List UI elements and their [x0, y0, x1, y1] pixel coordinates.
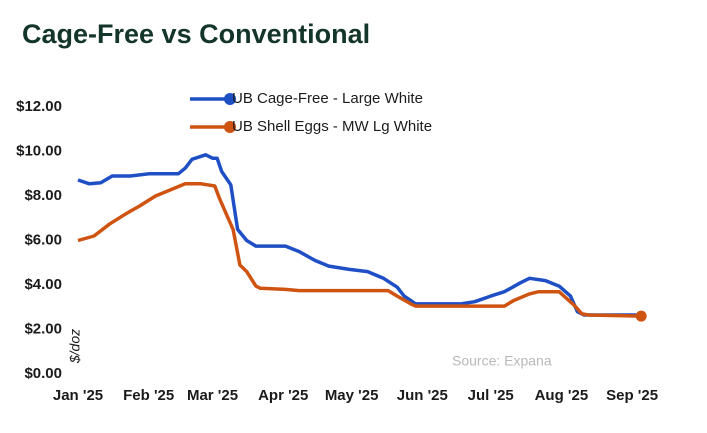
legend-label: UB Cage-Free - Large White [232, 90, 423, 107]
series-line [77, 153, 642, 317]
x-tick-label: Mar '25 [187, 387, 238, 404]
y-tick-label: $6.00 [24, 231, 62, 248]
y-tick-label: $0.00 [24, 365, 62, 382]
legend-label: UB Shell Eggs - MW Lg White [232, 118, 432, 135]
y-axis-label: $/doz [67, 329, 83, 364]
x-tick-label: Jan '25 [53, 387, 103, 404]
x-tick-label: Apr '25 [258, 387, 308, 404]
end-marker [635, 310, 647, 322]
chart-title: Cage-Free vs Conventional [22, 19, 370, 49]
y-tick-label: $2.00 [24, 320, 62, 337]
series-line [77, 182, 642, 318]
x-tick-label: Aug '25 [535, 387, 589, 404]
y-tick-label: $8.00 [24, 187, 62, 204]
x-tick-label: May '25 [325, 387, 379, 404]
y-tick-label: $12.00 [16, 98, 62, 115]
y-tick-label: $4.00 [24, 276, 62, 293]
legend-marker [224, 121, 236, 133]
x-tick-label: Jul '25 [468, 387, 514, 404]
y-tick-label: $10.00 [16, 142, 62, 159]
x-tick-label: Feb '25 [123, 387, 174, 404]
source-note: Source: Expana [452, 353, 552, 369]
x-tick-label: Jun '25 [397, 387, 448, 404]
legend-marker [224, 93, 236, 105]
x-tick-label: Sep '25 [606, 387, 658, 404]
